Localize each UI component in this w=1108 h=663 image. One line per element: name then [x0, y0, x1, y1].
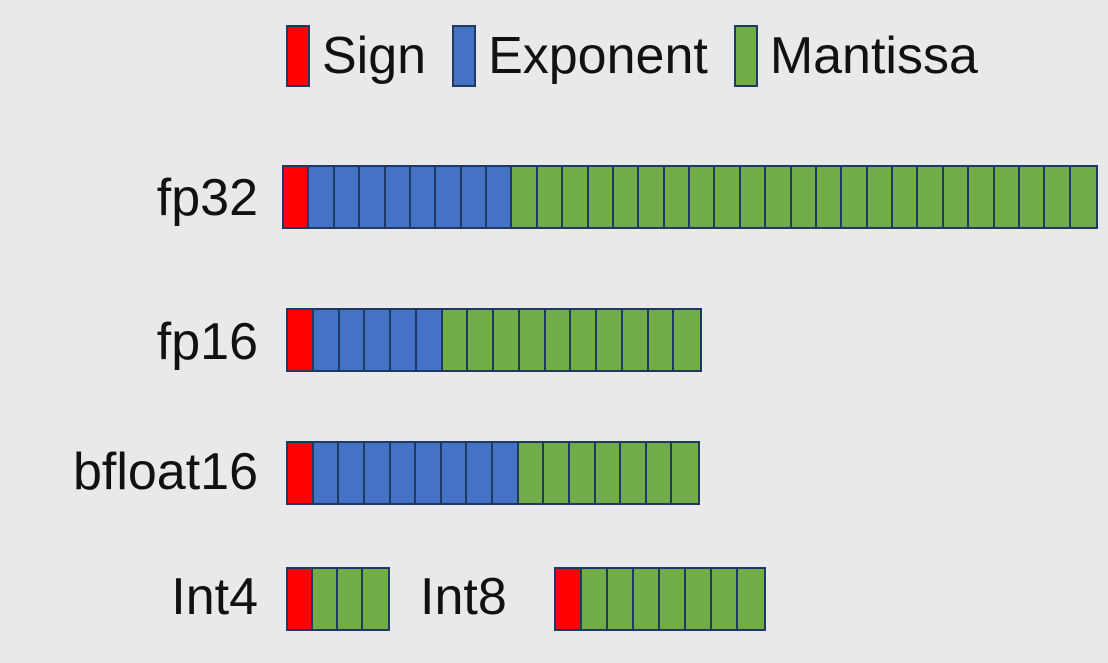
bfloat16-mantissa-bit	[518, 443, 545, 503]
fp32-mantissa-bit	[537, 167, 564, 227]
bfloat16-mantissa-bit	[595, 443, 622, 503]
int8-mantissa-bit	[738, 569, 764, 629]
fp32-mantissa-bit	[1045, 167, 1071, 227]
fp32-mantissa-bit	[740, 167, 767, 227]
fp32-mantissa-bit	[613, 167, 640, 227]
fp16-exponent-bit	[391, 310, 417, 370]
bfloat16-exponent-bit	[390, 443, 417, 503]
fp32-mantissa-bit	[639, 167, 665, 227]
format-label-bfloat16: bfloat16	[72, 443, 258, 501]
fp32-mantissa-bit	[867, 167, 893, 227]
fp32-mantissa-bit	[994, 167, 1020, 227]
bfloat16-exponent-bit	[313, 443, 340, 503]
fp16-mantissa-bit	[442, 310, 469, 370]
fp32-exponent-bit	[360, 167, 386, 227]
fp32-mantissa-bit	[1070, 167, 1096, 227]
int8-mantissa-bit	[608, 569, 634, 629]
fp32-mantissa-bit	[816, 167, 843, 227]
fp32-mantissa-bit	[563, 167, 589, 227]
fp32-mantissa-bit	[918, 167, 944, 227]
bfloat16-mantissa-bit	[544, 443, 570, 503]
fp32-mantissa-bit	[893, 167, 919, 227]
bfloat16-exponent-bit	[364, 443, 391, 503]
format-label-int4: Int4	[171, 568, 258, 626]
fp16-exponent-bit	[313, 310, 340, 370]
legend-item-sign: Sign	[286, 25, 426, 87]
fp32-mantissa-bit	[791, 167, 817, 227]
legend-swatch-exponent	[452, 25, 477, 87]
fp16-mantissa-bit	[622, 310, 649, 370]
fp16-exponent-bit	[416, 310, 443, 370]
fp32-mantissa-bit	[588, 167, 614, 227]
fp32-exponent-bit	[334, 167, 361, 227]
legend-swatch-mantissa	[733, 25, 758, 87]
legend-item-exponent: Exponent	[452, 25, 708, 87]
bfloat16-exponent-bit	[441, 443, 468, 503]
bit-row-int4	[286, 567, 390, 631]
legend: Sign Exponent Mantissa	[286, 22, 978, 90]
int4-mantissa-bit	[363, 569, 388, 629]
fp16-mantissa-bit	[571, 310, 597, 370]
bfloat16-exponent-bit	[416, 443, 442, 503]
format-label-int8: Int8	[420, 568, 507, 626]
fp16-mantissa-bit	[545, 310, 572, 370]
fp16-mantissa-bit	[519, 310, 546, 370]
int8-mantissa-bit	[712, 569, 738, 629]
fp16-exponent-bit	[365, 310, 391, 370]
fp16-sign-bit	[288, 310, 314, 370]
bit-row-int8	[554, 567, 766, 631]
bfloat16-sign-bit	[288, 443, 314, 503]
int8-mantissa-bit	[582, 569, 608, 629]
fp32-mantissa-bit	[690, 167, 716, 227]
bfloat16-mantissa-bit	[672, 443, 698, 503]
format-label-fp16: fp16	[156, 313, 258, 371]
fp16-mantissa-bit	[494, 310, 520, 370]
int8-mantissa-bit	[660, 569, 686, 629]
int8-sign-bit	[556, 569, 582, 629]
legend-label-exponent: Exponent	[488, 27, 708, 85]
format-label-fp32: fp32	[156, 169, 258, 227]
fp16-mantissa-bit	[648, 310, 675, 370]
bfloat16-exponent-bit	[339, 443, 365, 503]
fp32-mantissa-bit	[842, 167, 868, 227]
fp16-mantissa-bit	[597, 310, 623, 370]
int4-mantissa-bit	[338, 569, 363, 629]
fp32-exponent-bit	[385, 167, 411, 227]
bit-row-bfloat16	[286, 441, 700, 505]
int4-mantissa-bit	[313, 569, 338, 629]
fp32-mantissa-bit	[664, 167, 690, 227]
fp32-mantissa-bit	[943, 167, 970, 227]
fp32-exponent-bit	[436, 167, 462, 227]
bfloat16-exponent-bit	[493, 443, 519, 503]
fp32-mantissa-bit	[715, 167, 741, 227]
fp16-mantissa-bit	[468, 310, 494, 370]
fp32-exponent-bit	[410, 167, 437, 227]
legend-label-sign: Sign	[322, 27, 427, 85]
int8-mantissa-bit	[634, 569, 660, 629]
fp32-sign-bit	[284, 167, 310, 227]
legend-label-mantissa: Mantissa	[769, 27, 978, 85]
legend-swatch-sign	[286, 25, 310, 87]
bfloat16-mantissa-bit	[569, 443, 596, 503]
bit-row-fp16	[286, 308, 702, 372]
bfloat16-exponent-bit	[467, 443, 493, 503]
bfloat16-mantissa-bit	[621, 443, 647, 503]
legend-item-mantissa: Mantissa	[733, 25, 978, 87]
int4-sign-bit	[288, 569, 313, 629]
fp32-mantissa-bit	[1019, 167, 1046, 227]
fp32-mantissa-bit	[512, 167, 538, 227]
fp16-exponent-bit	[339, 310, 366, 370]
fp32-mantissa-bit	[969, 167, 995, 227]
int8-mantissa-bit	[686, 569, 712, 629]
bit-row-fp32	[282, 165, 1098, 229]
fp32-exponent-bit	[487, 167, 513, 227]
bfloat16-mantissa-bit	[646, 443, 673, 503]
fp16-mantissa-bit	[674, 310, 700, 370]
fp32-exponent-bit	[309, 167, 335, 227]
fp32-exponent-bit	[461, 167, 487, 227]
fp32-mantissa-bit	[766, 167, 792, 227]
